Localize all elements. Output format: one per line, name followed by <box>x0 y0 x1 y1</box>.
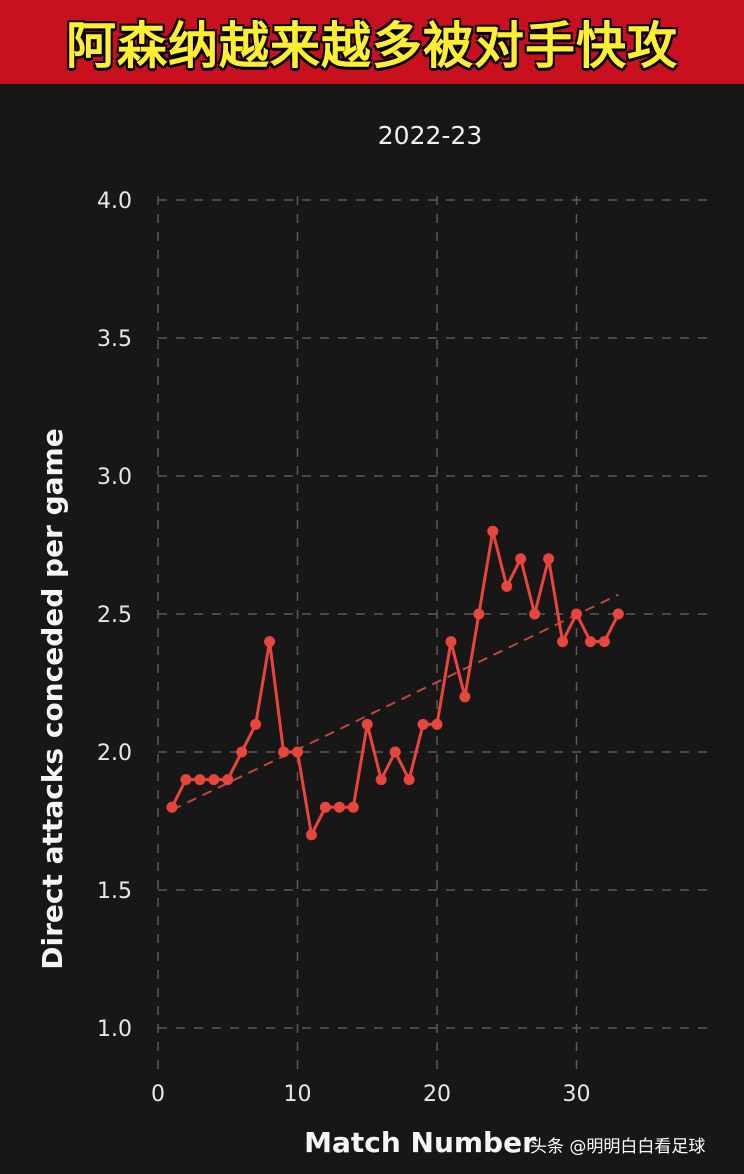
y-axis-label: Direct attacks conceded per game <box>36 428 69 969</box>
data-point <box>208 774 220 786</box>
data-point <box>501 580 513 592</box>
data-point <box>571 608 582 620</box>
y-tick-label: 3.0 <box>97 465 132 490</box>
data-point <box>292 746 303 758</box>
data-point <box>375 774 387 786</box>
data-point <box>236 746 248 758</box>
x-tick-label: 30 <box>563 1082 591 1107</box>
data-point <box>278 746 290 758</box>
x-axis-ticks: 0 10 20 30 <box>151 1082 591 1107</box>
data-point <box>264 636 276 648</box>
y-tick-label: 2.0 <box>97 741 132 766</box>
data-point <box>403 774 415 786</box>
data-point <box>584 636 596 648</box>
y-tick-label: 1.0 <box>97 1017 132 1042</box>
data-point <box>389 746 401 758</box>
chart-title: 2022-23 <box>378 121 482 150</box>
y-tick-label: 1.5 <box>97 879 132 904</box>
y-tick-label: 3.5 <box>97 327 132 352</box>
chart-panel: 2022-23 1.0 1.5 2.0 2.5 3.0 3.5 4.0 0 10 20 30 Di… <box>0 84 744 1174</box>
x-tick-label: 20 <box>423 1082 451 1107</box>
x-tick-label: 10 <box>284 1082 312 1107</box>
series-group <box>166 525 624 841</box>
grid-lines <box>157 196 715 1069</box>
trend-line <box>171 593 619 811</box>
data-point <box>515 553 527 565</box>
data-point <box>250 718 262 730</box>
data-point <box>612 608 624 620</box>
data-point <box>529 608 541 620</box>
y-tick-label: 4.0 <box>97 189 132 214</box>
data-point <box>333 801 345 813</box>
x-axis-label: Match Number <box>304 1126 536 1159</box>
line-chart: 2022-23 1.0 1.5 2.0 2.5 3.0 3.5 4.0 0 10 20 30 Di… <box>36 121 715 1159</box>
banner-title: 阿森纳越来越多被对手快攻 <box>66 17 678 75</box>
x-tick-label: 0 <box>151 1082 165 1107</box>
data-point <box>473 608 485 620</box>
data-point <box>598 636 610 648</box>
y-axis-ticks: 1.0 1.5 2.0 2.5 3.0 3.5 4.0 <box>97 189 132 1042</box>
data-point <box>194 774 206 786</box>
series-line <box>170 529 620 837</box>
trend-line-group <box>171 593 619 811</box>
y-tick-label: 2.5 <box>97 603 132 628</box>
data-point <box>431 718 443 730</box>
data-point <box>166 801 178 813</box>
data-point <box>459 691 471 703</box>
title-banner: 阿森纳越来越多被对手快攻 <box>0 0 744 84</box>
watermark: 头条 @明明白白看足球 <box>530 1137 706 1157</box>
data-point <box>361 718 373 730</box>
data-point <box>417 718 429 730</box>
data-point <box>557 636 569 648</box>
data-point <box>347 801 359 813</box>
data-point <box>319 801 331 813</box>
data-point <box>445 636 457 648</box>
data-point <box>222 774 234 786</box>
data-point <box>487 525 499 537</box>
data-point <box>543 553 555 565</box>
data-point <box>180 774 192 786</box>
data-point <box>305 829 317 841</box>
